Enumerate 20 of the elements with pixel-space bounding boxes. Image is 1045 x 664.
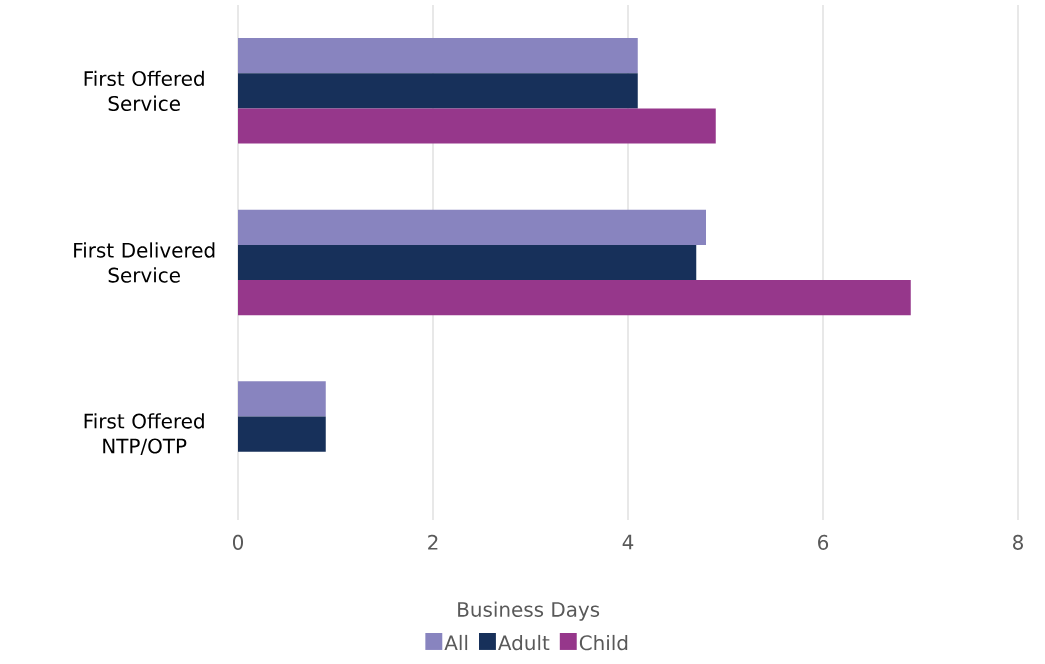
bar xyxy=(238,280,911,316)
y-tick-label: First Offered Service xyxy=(84,70,204,111)
y-tick-label: First Offered NTP/OTP xyxy=(84,413,204,456)
bar xyxy=(238,244,697,281)
x-axis-title: Business Days xyxy=(458,601,600,621)
x-tick-label: 2 xyxy=(428,534,438,550)
x-tick-label: 8 xyxy=(1013,534,1023,550)
bar xyxy=(238,73,638,109)
x-tick-label: 0 xyxy=(232,534,244,550)
bar xyxy=(238,381,326,417)
y-tick-label: First Delivered Service xyxy=(74,242,215,283)
bar xyxy=(238,108,716,144)
legend-label: Child xyxy=(579,634,628,651)
x-tick-label: 4 xyxy=(622,534,634,550)
legend-label: All xyxy=(444,634,468,651)
bar xyxy=(238,38,638,74)
legend-label: Adult xyxy=(498,634,550,651)
bar xyxy=(238,416,326,452)
x-tick-label: 6 xyxy=(818,534,829,550)
bar xyxy=(238,209,707,245)
